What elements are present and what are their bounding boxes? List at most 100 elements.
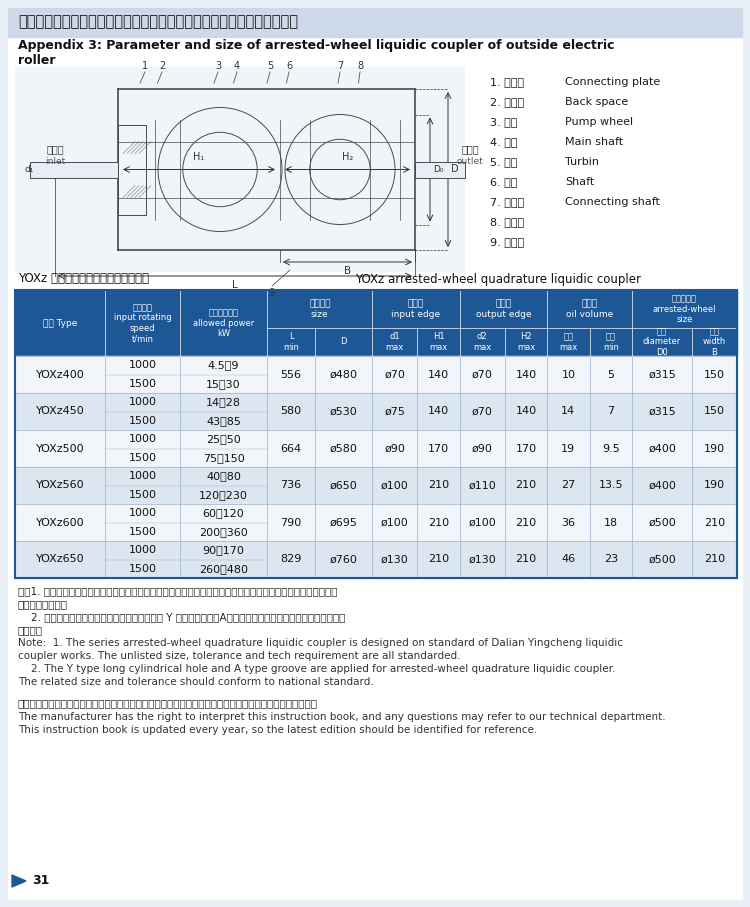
Text: 170: 170 <box>515 444 536 454</box>
Text: 2. 后辅腔: 2. 后辅腔 <box>490 97 524 107</box>
Text: 664: 664 <box>280 444 302 454</box>
Polygon shape <box>12 875 26 887</box>
Text: 型号 Type: 型号 Type <box>43 318 77 327</box>
Text: Back space: Back space <box>565 97 628 107</box>
Bar <box>15 430 737 467</box>
Text: ø760: ø760 <box>329 554 358 564</box>
Text: 2. 本系列带制动轮式限矩型液力偶合器均采用 Y 型长圆柱轴孔，A型键槽型式，键槽尺寸及公差均需按国家标: 2. 本系列带制动轮式限矩型液力偶合器均采用 Y 型长圆柱轴孔，A型键槽型式，键… <box>18 612 345 622</box>
Text: ø315: ø315 <box>648 406 676 416</box>
Text: 需符合标准要求。: 需符合标准要求。 <box>18 599 68 609</box>
Text: 140: 140 <box>428 369 449 379</box>
Text: d₁: d₁ <box>25 165 34 174</box>
Text: 790: 790 <box>280 518 302 528</box>
Text: 1500: 1500 <box>128 564 157 574</box>
Text: YOXz650: YOXz650 <box>36 554 84 564</box>
Text: 260～480: 260～480 <box>199 564 248 574</box>
Text: 1000: 1000 <box>128 397 157 407</box>
Text: YOXz450: YOXz450 <box>35 406 84 416</box>
Text: ø70: ø70 <box>472 369 493 379</box>
Text: This instruction book is updated every year, so the latest edition should be ide: This instruction book is updated every y… <box>18 725 537 735</box>
Text: 1000: 1000 <box>128 360 157 370</box>
Text: ø130: ø130 <box>468 554 496 564</box>
Text: ø580: ø580 <box>329 444 358 454</box>
Text: 输入转矩
input rotating
speed
t/min: 输入转矩 input rotating speed t/min <box>113 303 171 343</box>
Text: 1000: 1000 <box>128 472 157 482</box>
Text: Note:  1. The series arrested-wheel quadrature liquidic coupler is designed on s: Note: 1. The series arrested-wheel quadr… <box>18 638 623 648</box>
Text: 210: 210 <box>428 554 449 564</box>
Text: 1. 连接盘: 1. 连接盘 <box>490 77 524 87</box>
Text: 5: 5 <box>267 61 273 71</box>
Text: 5. 涅轮: 5. 涅轮 <box>490 157 518 167</box>
Text: 1000: 1000 <box>128 545 157 555</box>
Text: 1500: 1500 <box>128 379 157 389</box>
Text: 210: 210 <box>515 481 536 491</box>
Text: 140: 140 <box>515 406 536 416</box>
Text: inlet: inlet <box>45 157 65 166</box>
Text: 1: 1 <box>142 61 148 71</box>
Text: ø315: ø315 <box>648 369 676 379</box>
Text: H2
max: H2 max <box>517 332 535 352</box>
Text: 最小
min: 最小 min <box>603 332 619 352</box>
Text: 6: 6 <box>286 61 292 71</box>
Bar <box>415 161 465 178</box>
Text: B: B <box>344 266 351 276</box>
Text: YOXz arrested-wheel quadrature liquidic coupler: YOXz arrested-wheel quadrature liquidic … <box>355 272 641 286</box>
Text: 7. 连接轴: 7. 连接轴 <box>490 197 524 207</box>
Text: 1000: 1000 <box>128 434 157 444</box>
Text: ø400: ø400 <box>648 481 676 491</box>
Text: 1500: 1500 <box>128 453 157 463</box>
Text: 8: 8 <box>357 61 363 71</box>
Text: 9. 易熔塞: 9. 易熔塞 <box>490 237 524 247</box>
Text: ø480: ø480 <box>329 369 358 379</box>
Text: 140: 140 <box>515 369 536 379</box>
Text: roller: roller <box>18 54 56 66</box>
Text: 120～230: 120～230 <box>200 490 248 500</box>
Text: 充油量
oil volume: 充油量 oil volume <box>566 299 614 318</box>
Bar <box>118 124 146 214</box>
Text: 36: 36 <box>561 518 575 528</box>
Bar <box>15 290 737 578</box>
Text: 46: 46 <box>561 554 575 564</box>
Text: 190: 190 <box>704 481 725 491</box>
Text: ø70: ø70 <box>472 406 493 416</box>
Text: 170: 170 <box>428 444 449 454</box>
Text: 14: 14 <box>561 406 575 416</box>
Text: 23: 23 <box>604 554 618 564</box>
Text: 210: 210 <box>428 518 449 528</box>
Text: ø100: ø100 <box>381 518 409 528</box>
Bar <box>15 467 737 504</box>
Text: 13.5: 13.5 <box>598 481 623 491</box>
Text: ø90: ø90 <box>472 444 493 454</box>
Text: ø400: ø400 <box>648 444 676 454</box>
Text: 2: 2 <box>159 61 165 71</box>
Text: 15～30: 15～30 <box>206 379 241 389</box>
Text: 9: 9 <box>268 288 275 298</box>
Text: 90～170: 90～170 <box>202 545 244 555</box>
Text: Connecting shaft: Connecting shaft <box>565 197 660 207</box>
Text: 18: 18 <box>604 518 618 528</box>
Text: 27: 27 <box>561 481 575 491</box>
Text: 5: 5 <box>608 369 614 379</box>
Text: YOXz 型带制动轮式限矩型液力偶合器: YOXz 型带制动轮式限矩型液力偶合器 <box>18 272 149 286</box>
Text: 14～28: 14～28 <box>206 397 241 407</box>
Text: L
min: L min <box>283 332 299 352</box>
Text: 许用功率范围
allowed power
kW: 许用功率范围 allowed power kW <box>193 308 254 338</box>
Text: 1500: 1500 <box>128 527 157 537</box>
Text: d1
max: d1 max <box>386 332 404 352</box>
Text: coupler works. The unlisted size, tolerance and tech requirement are all standar: coupler works. The unlisted size, tolera… <box>18 651 460 661</box>
Text: 直径
diameter
D0: 直径 diameter D0 <box>643 327 681 356</box>
Text: YOXz600: YOXz600 <box>36 518 84 528</box>
Text: 8. 制动轮: 8. 制动轮 <box>490 217 524 227</box>
Text: 宽度
width
B: 宽度 width B <box>703 327 726 356</box>
Text: 31: 31 <box>32 874 50 888</box>
Text: 输出端
output edge: 输出端 output edge <box>476 299 531 318</box>
Bar <box>15 541 737 578</box>
Text: 9.5: 9.5 <box>602 444 619 454</box>
Text: ø70: ø70 <box>384 369 405 379</box>
Text: 外形尺寸
size: 外形尺寸 size <box>309 299 331 318</box>
Text: 556: 556 <box>280 369 302 379</box>
Text: 最大
max: 最大 max <box>560 332 578 352</box>
Text: 580: 580 <box>280 406 302 416</box>
Text: 140: 140 <box>428 406 449 416</box>
Text: 6. 外壳: 6. 外壳 <box>490 177 518 187</box>
